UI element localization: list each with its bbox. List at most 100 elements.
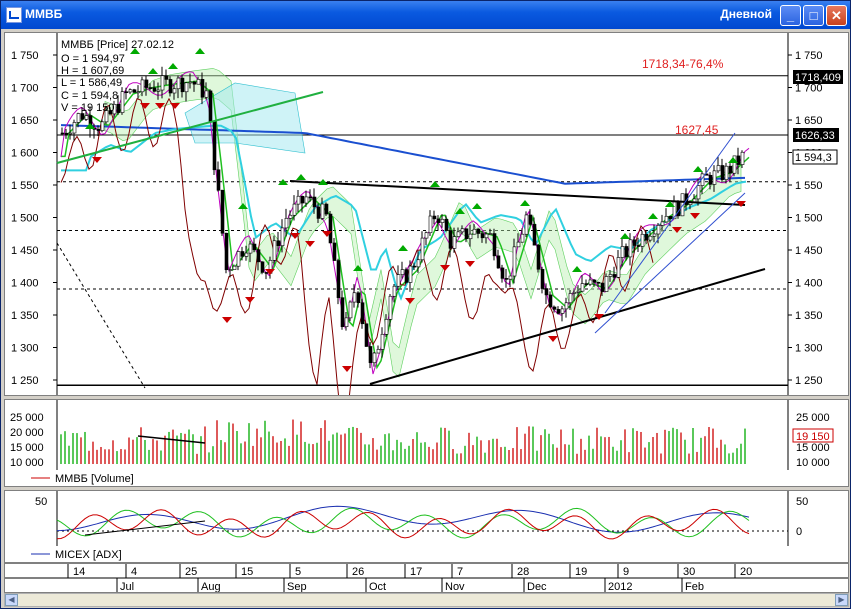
- candle-body: [376, 349, 381, 354]
- candle-body: [380, 333, 385, 350]
- badge-mid-bg: [793, 128, 839, 142]
- adx-pane[interactable]: 50 50 0 MICEX [ADX]: [4, 490, 849, 563]
- candle-body: [64, 132, 69, 135]
- price-tick-right: 1 250: [795, 375, 823, 387]
- price-header: ММВБ [Price] 27.02.12: [61, 39, 174, 51]
- date-day-label: 25: [185, 566, 197, 578]
- sell-arrow-icon: [736, 201, 746, 207]
- candle-body: [156, 89, 161, 92]
- candle-body: [420, 237, 425, 261]
- candle-body: [72, 122, 77, 134]
- date-day-label: 17: [410, 566, 422, 578]
- price-tick-right: 1 700: [795, 83, 823, 95]
- candle-body: [560, 308, 565, 314]
- date-month-label: 2012: [608, 581, 632, 593]
- candle-body: [544, 288, 549, 296]
- candlesticks: [60, 66, 745, 369]
- candle-body: [564, 302, 569, 310]
- price-tick-left: 1 550: [11, 180, 39, 192]
- candle-body: [132, 89, 137, 93]
- buy-arrow-icon: [195, 48, 205, 54]
- candle-body: [292, 203, 297, 216]
- date-month-label: Nov: [445, 581, 465, 593]
- buy-arrow-icon: [693, 166, 703, 172]
- candle-body: [356, 292, 361, 304]
- candle-body: [136, 91, 141, 94]
- buy-arrow-icon: [648, 213, 658, 219]
- minimize-button[interactable]: _: [780, 5, 801, 26]
- candle-body: [304, 196, 309, 204]
- date-month-label: Dec: [527, 581, 547, 593]
- candle-body: [680, 193, 685, 217]
- sell-arrow-icon: [170, 103, 180, 109]
- price-tick-right: 1 350: [795, 310, 823, 322]
- candle-body: [324, 203, 329, 215]
- scroll-right-icon[interactable]: ▶: [835, 594, 848, 606]
- candle-body: [636, 245, 641, 247]
- sell-arrow-icon: [548, 336, 558, 342]
- buy-arrow-icon: [455, 208, 465, 214]
- title-bar[interactable]: ММВБ Дневной _ □ ✕: [1, 1, 850, 29]
- price-tick-right: 1 500: [795, 213, 823, 225]
- candle-body: [456, 231, 461, 237]
- candle-body: [196, 79, 201, 85]
- horizontal-scrollbar[interactable]: ◀ ▶: [4, 593, 849, 607]
- candle-body: [252, 243, 257, 250]
- price-tick-left: 1 450: [11, 245, 39, 257]
- candle-body: [716, 165, 721, 172]
- sell-arrow-icon: [290, 233, 300, 239]
- close-button[interactable]: ✕: [826, 5, 847, 26]
- candle-body: [460, 228, 465, 233]
- vol-tick-left-0: 25 000: [10, 412, 44, 424]
- buy-arrow-icon: [168, 63, 178, 69]
- date-axis[interactable]: 14 4 25 15 5 26 17 7 28 19 9 30 20 Jul Aug Sep Oct Nov De…: [4, 563, 849, 593]
- candle-body: [200, 79, 205, 98]
- candle-body: [724, 165, 729, 180]
- trendline-resistance: [289, 180, 746, 206]
- candle-body: [648, 235, 653, 241]
- candle-body: [128, 89, 133, 93]
- scroll-left-icon[interactable]: ◀: [5, 594, 18, 606]
- price-pane[interactable]: 1 750 1 700 1 650 1 600 1 550 1 500 1 450 1 400…: [4, 32, 849, 396]
- buy-arrow-icon: [728, 157, 738, 163]
- candle-body: [608, 274, 613, 277]
- candle-body: [340, 297, 345, 328]
- sell-arrow-icon: [440, 265, 450, 271]
- price-tick-left: 1 650: [11, 115, 39, 127]
- sell-arrow-icon: [140, 103, 150, 109]
- candle-body: [284, 218, 289, 229]
- maximize-button[interactable]: □: [803, 5, 824, 26]
- candle-body: [236, 251, 241, 267]
- candle-body: [160, 75, 165, 91]
- candle-body: [248, 243, 253, 254]
- volume-chart: 25 000 20 000 15 000 10 000 25 000 15 00…: [10, 400, 834, 485]
- price-tick-left: 1 250: [11, 375, 39, 387]
- pane-splitter-2[interactable]: [1, 487, 850, 490]
- ohlc-low: L = 1 586,49: [61, 77, 122, 89]
- candle-body: [464, 228, 469, 240]
- price-tick-right: 1 650: [795, 115, 823, 127]
- adx-tick-right-50: 50: [796, 496, 808, 508]
- candle-body: [536, 244, 541, 270]
- candle-body: [524, 214, 529, 235]
- candle-body: [272, 240, 277, 261]
- date-axis-days: 14 4 25 15 5 26 17 7 28 19 9 30 20: [5, 564, 848, 579]
- buy-arrow-icon: [278, 179, 288, 185]
- candle-body: [100, 121, 105, 131]
- buy-arrow-icon: [520, 200, 530, 206]
- trendline-dashed: [56, 242, 146, 389]
- candle-body: [112, 103, 117, 115]
- date-day-label: 26: [352, 566, 364, 578]
- date-day-label: 15: [241, 566, 253, 578]
- sell-arrow-icon: [265, 269, 275, 275]
- candle-body: [352, 292, 357, 303]
- price-tick-right: 1 550: [795, 180, 823, 192]
- candle-body: [168, 79, 173, 94]
- candle-body: [124, 91, 129, 94]
- badge-mid: 1626,33: [795, 130, 835, 142]
- candle-body: [504, 278, 509, 280]
- pane-splitter-1[interactable]: [1, 396, 850, 399]
- volume-pane[interactable]: 25 000 20 000 15 000 10 000 25 000 15 00…: [4, 399, 849, 487]
- candle-body: [60, 132, 65, 135]
- interval-label: Дневной: [720, 7, 772, 21]
